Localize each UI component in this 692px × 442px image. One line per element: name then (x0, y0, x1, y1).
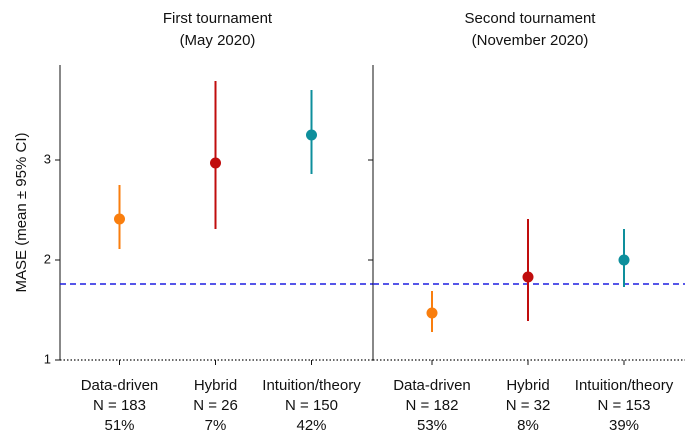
share-label: 51% (104, 417, 134, 434)
n-label: N = 32 (506, 397, 551, 414)
n-label: N = 183 (93, 397, 146, 414)
x-tick-label: Data-driven (393, 377, 471, 394)
n-label: N = 26 (193, 397, 238, 414)
x-tick-label: Intuition/theory (262, 377, 361, 394)
x-tick-label: Data-driven (81, 377, 159, 394)
share-label: 7% (205, 417, 227, 434)
n-label: N = 153 (598, 397, 651, 414)
panel-title: First tournament (163, 10, 273, 27)
panel-title: (November 2020) (472, 32, 589, 49)
share-label: 42% (296, 417, 326, 434)
x-tick-label: Hybrid (194, 377, 237, 394)
share-label: 8% (517, 417, 539, 434)
mean-point (426, 307, 438, 319)
mean-point (306, 129, 317, 141)
share-label: 53% (417, 417, 447, 434)
y-axis-label: MASE (mean ± 95% CI) (13, 133, 30, 293)
x-tick-label: Hybrid (506, 377, 549, 394)
panel-title: Second tournament (465, 10, 597, 27)
n-label: N = 182 (406, 397, 459, 414)
mean-point (618, 254, 630, 266)
n-label: N = 150 (285, 397, 338, 414)
y-tick-label: 1 (44, 351, 51, 366)
y-tick-label: 3 (44, 151, 51, 166)
share-label: 39% (609, 417, 639, 434)
panel-title: (May 2020) (180, 32, 256, 49)
mean-point (210, 157, 221, 169)
x-tick-label: Intuition/theory (575, 377, 674, 394)
mean-point (522, 271, 534, 283)
y-tick-label: 2 (44, 251, 51, 266)
mean-point (114, 213, 125, 225)
